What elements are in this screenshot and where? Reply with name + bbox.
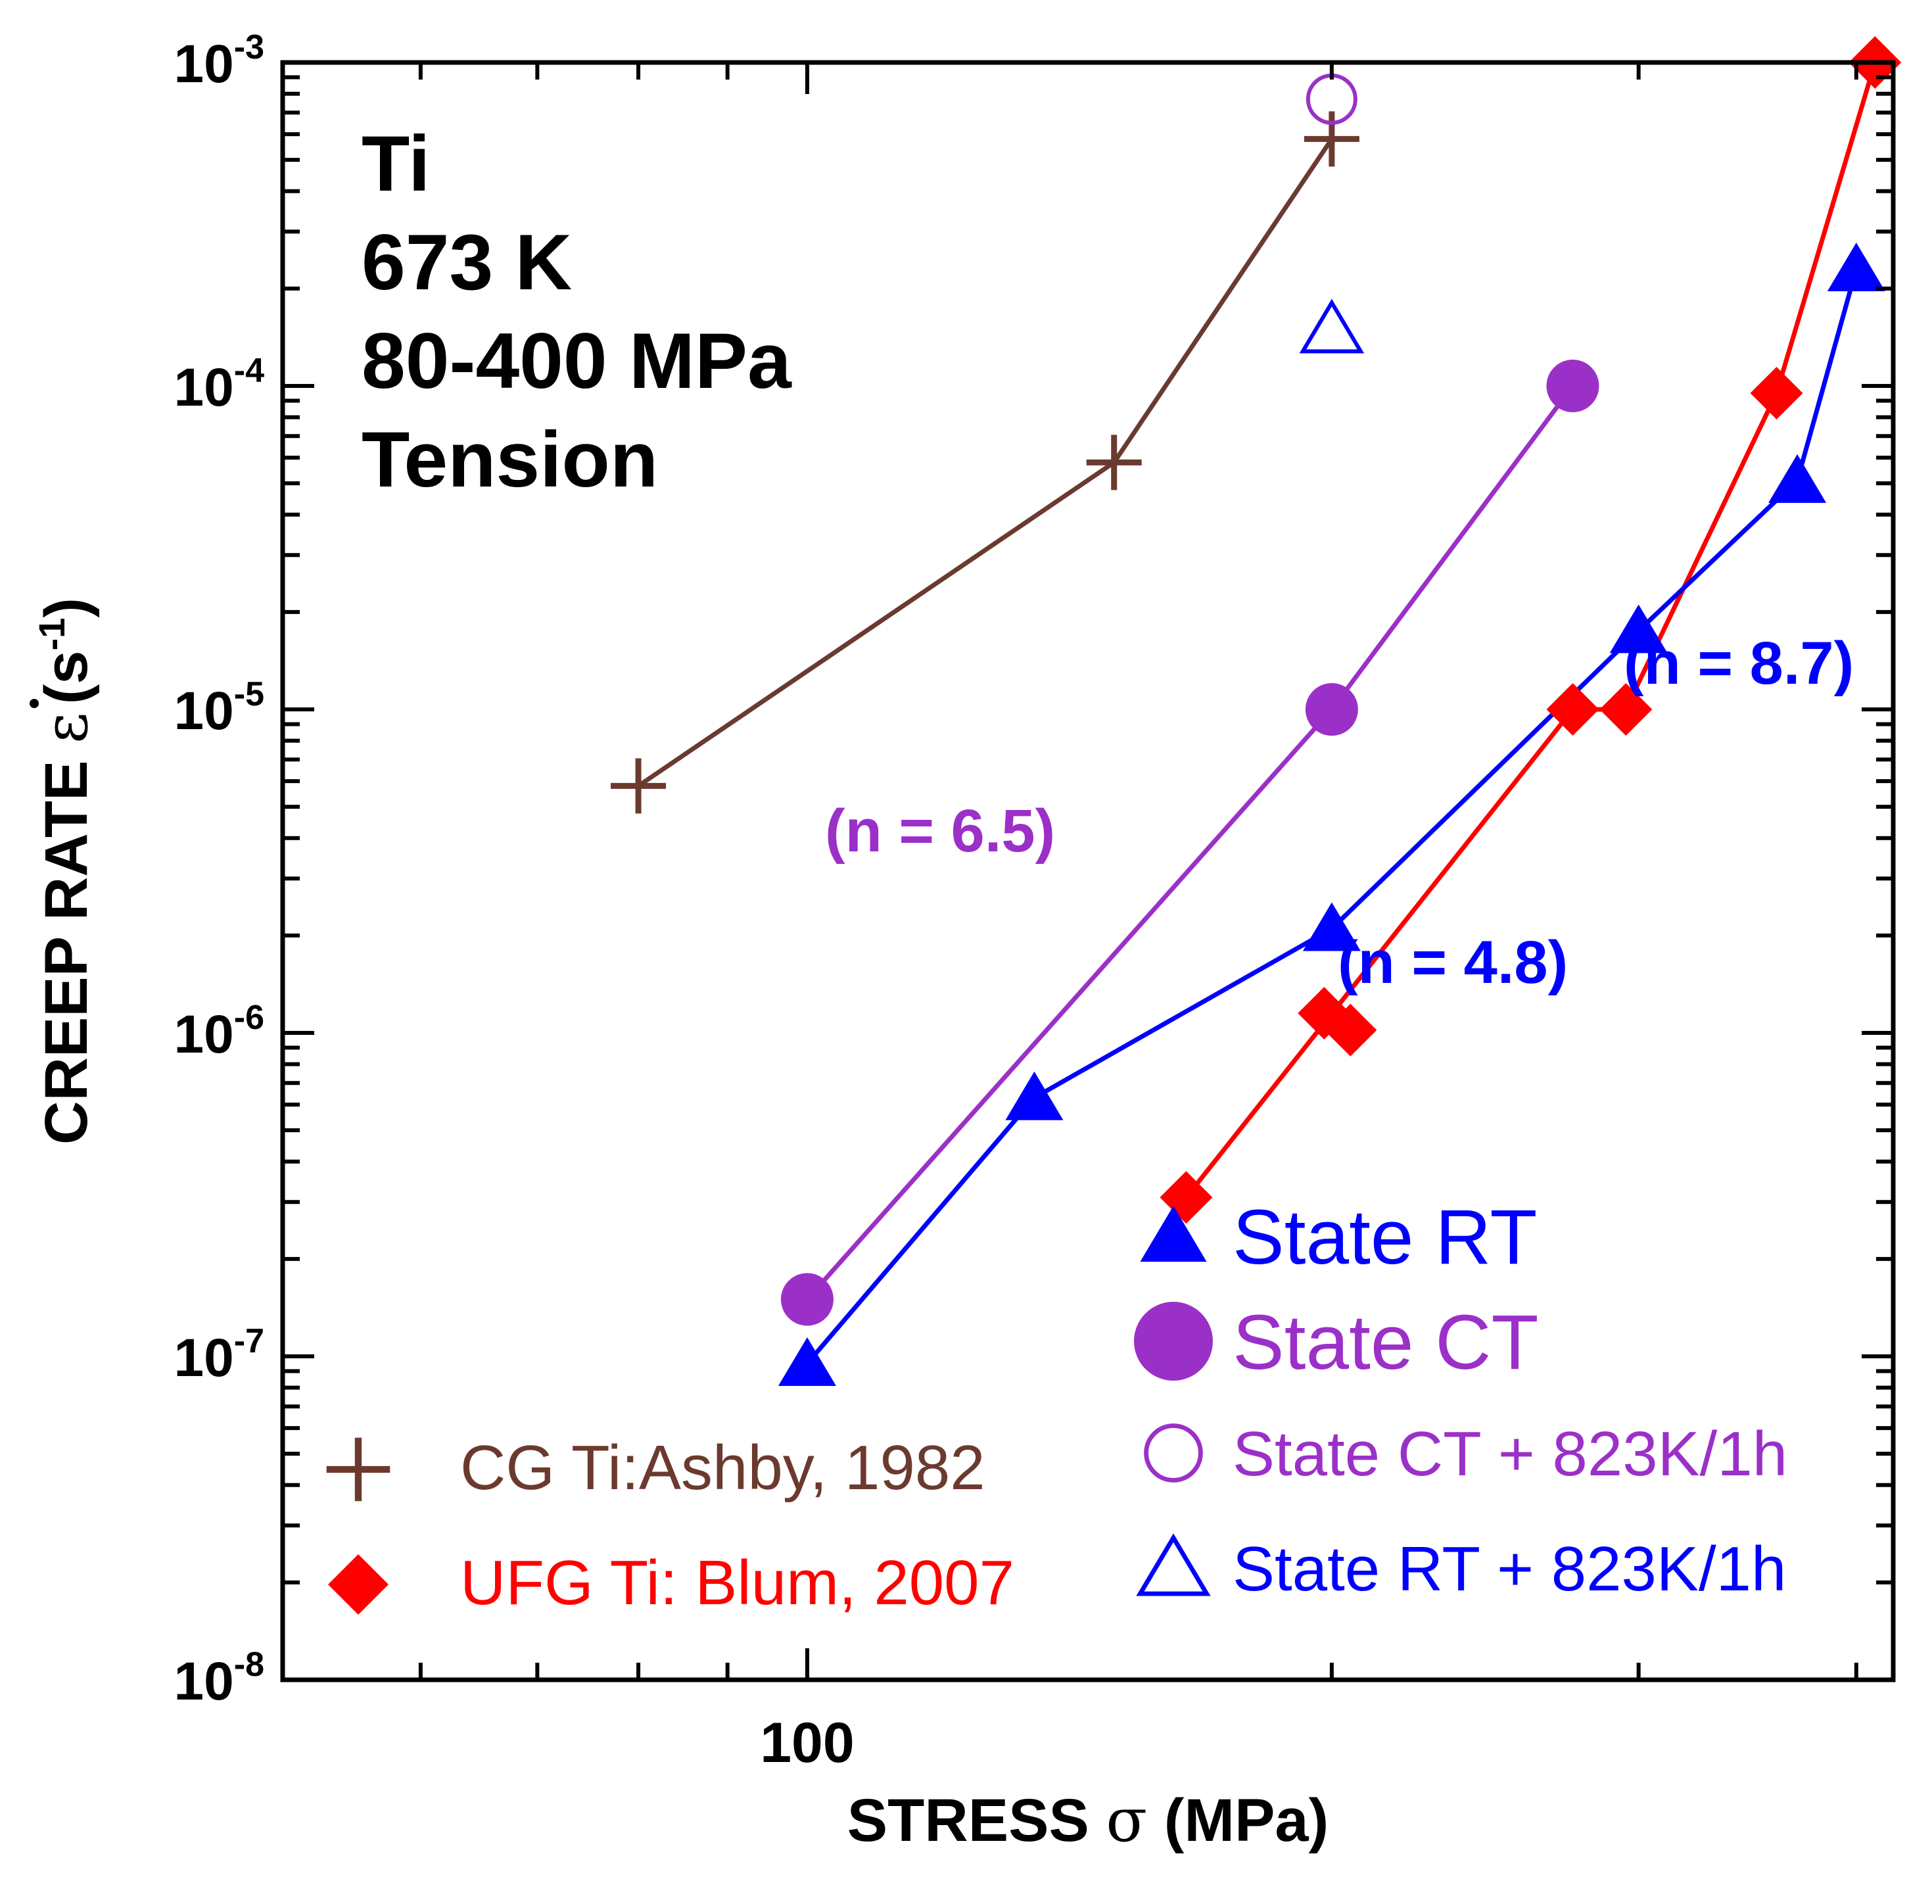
y-tick-exponent: -6 [234,999,264,1037]
legend-marker-cg [326,1437,390,1502]
x-axis-title-unit: (MPa) [1147,1787,1329,1854]
series-line-rt [805,268,1859,1366]
triangle-marker [1609,604,1668,654]
y-tick-base: 10 [174,1005,234,1064]
triangle-marker [1768,454,1827,503]
n-value-annotation: (n = 4.8) [1338,929,1568,996]
x-axis-title-symbol: σ [1106,1785,1147,1855]
data-point-cg-0 [611,758,667,814]
info-line: 673 K [362,218,572,306]
y-tick-base: 10 [174,681,234,741]
y-tick-exponent: -8 [234,1646,264,1684]
circle-marker [780,1273,834,1326]
data-point-rt-1 [1005,1071,1064,1120]
info-line: 80-400 MPa [362,317,792,405]
chart-text: Ti 673 K 80-400 MPa Tension (n = 6.5) (n = 4.… [362,120,1854,996]
triangle-marker [1005,1071,1064,1120]
legend-label-cg: CG Ti:Ashby, 1982 [460,1433,985,1503]
legend-marker-ct [1134,1302,1213,1381]
y-tick-base: 10 [174,34,234,94]
series-line-cg [637,137,1334,788]
x-axis-title-main: STRESS [847,1787,1106,1854]
legend-label-ct: State CT [1233,1299,1539,1386]
y-tick-exponent: -3 [234,28,264,66]
open-triangle-marker [1136,1533,1211,1596]
triangle-marker [1140,1206,1207,1262]
y-tick-base: 10 [174,1328,234,1388]
data-point-ufg-3 [1750,366,1803,419]
n-value-annotation: (n = 8.7) [1624,630,1854,697]
data-point-ufg-2 [1599,683,1653,736]
y-tick-label: 10-7 [174,1322,264,1388]
legend-marker-ufg [328,1554,389,1615]
y-tick-base: 10 [174,358,234,417]
legend-marker-ct-anneal [1144,1423,1203,1483]
y-tick-label: 10-5 [174,675,264,741]
y-axis-title-unit-exp: -1 [31,618,72,651]
data-point-ufg-extra-1 [1324,1003,1377,1057]
legend-label-rt-anneal: State RT + 823K/1h [1233,1534,1786,1604]
data-point-cg-2 [1304,111,1359,167]
x-axis-title: STRESS σ (MPa) [847,1785,1329,1855]
info-line: Tension [362,416,658,504]
triangle-marker [778,1337,836,1386]
legend-label-ufg: UFG Ti: Blum, 2007 [460,1548,1014,1618]
y-tick-label: 10-6 [174,999,264,1064]
circle-marker [1134,1302,1213,1381]
x-tick-label: 100 [760,1711,855,1774]
y-axis-title-symbol: ε [31,712,101,744]
circle-marker [1546,360,1599,412]
plot-frame [280,60,1896,1682]
y-tick-base: 10 [174,1652,234,1711]
diamond-marker [1324,1003,1377,1057]
legend: CG Ti:Ashby, 1982 UFG Ti: Blum, 2007 State… [326,1194,1787,1618]
open-circle-marker [1144,1423,1203,1483]
y-tick-exponent: -7 [234,1322,264,1360]
legend-label-ct-anneal: State CT + 823K/1h [1233,1419,1787,1489]
n-value-annotation: (n = 6.5) [825,797,1055,865]
info-line: Ti [362,120,430,208]
diamond-marker [1750,366,1803,419]
open-triangle-marker [1299,298,1365,354]
legend-marker-rt [1140,1206,1207,1262]
data-point-ct-0 [780,1273,834,1326]
triangle-marker [1302,902,1361,951]
data-point-ct-1 [1305,683,1358,736]
data-point-rt-5 [1827,243,1885,292]
legend-marker-rt-anneal [1136,1533,1211,1596]
series-lines [637,62,1877,1366]
y-tick-label: 10-4 [174,352,265,417]
data-point-rt-anneal-0 [1299,298,1365,354]
data-point-rt-0 [778,1337,836,1386]
data-point-cg-1 [1086,435,1142,490]
epsilon-dot [30,699,39,708]
data-point-ufg-1 [1546,683,1599,736]
y-tick-exponent: -5 [234,675,264,713]
series-markers [611,36,1902,1386]
diamond-marker [328,1554,389,1615]
data-point-rt-4 [1768,454,1827,503]
circle-marker [1305,683,1358,736]
y-axis-title-unit: (s [33,650,100,704]
y-axis-title-main: CREEP RATE [33,744,100,1145]
diamond-marker [1599,683,1653,736]
triangle-marker [1827,243,1885,292]
data-point-ct-2 [1546,360,1599,412]
data-point-rt-2 [1302,902,1361,951]
y-tick-exponent: -4 [234,352,264,390]
diamond-marker [1546,683,1599,736]
legend-label-rt: State RT [1233,1194,1537,1281]
y-tick-label: 10-8 [174,1646,264,1711]
y-axis-title: CREEP RATE ε (s-1) [31,598,101,1145]
y-tick-label: 10-3 [174,28,264,94]
y-axis-title-unit-close: ) [33,598,100,618]
data-point-rt-3 [1609,604,1668,654]
